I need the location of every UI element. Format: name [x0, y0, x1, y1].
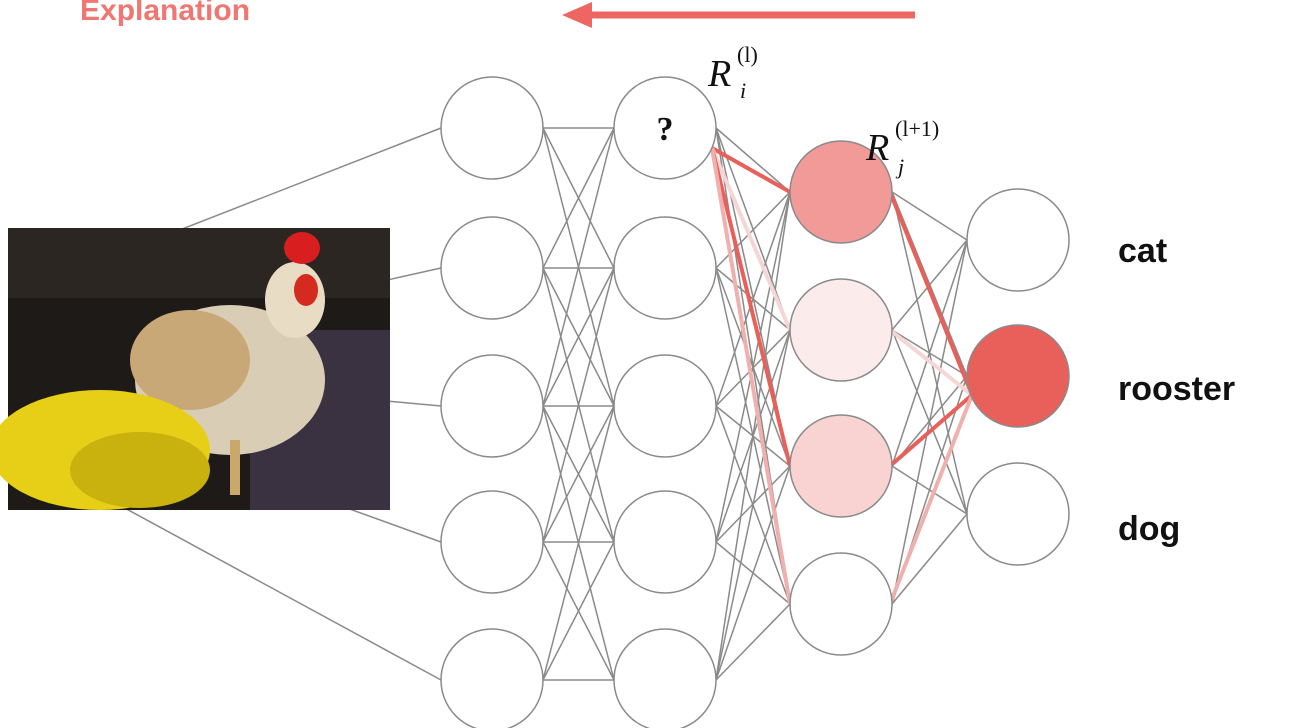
relevance-lower: R (l) i	[707, 42, 758, 103]
image-rooster-leg	[230, 440, 240, 495]
neuron	[441, 217, 543, 319]
superscript: (l+1)	[895, 116, 939, 141]
class-label: cat	[1118, 232, 1167, 270]
class-label: dog	[1118, 510, 1180, 548]
symbol: R	[865, 127, 889, 169]
image-shadow	[8, 228, 390, 298]
neuron	[614, 355, 716, 457]
neuron	[614, 629, 716, 728]
subscript: j	[895, 154, 904, 179]
subscript: i	[740, 78, 746, 103]
image-rooster-comb	[284, 232, 320, 264]
page: Explanation ? R(l)i R(l+1)j cat rooster …	[0, 0, 1290, 728]
relevance-edge	[712, 148, 790, 604]
superscript: (l)	[737, 42, 758, 67]
neuron	[790, 279, 892, 381]
relevance-edge	[712, 148, 790, 192]
neuron	[441, 77, 543, 179]
neuron	[614, 217, 716, 319]
edge	[716, 604, 790, 680]
neuron	[614, 491, 716, 593]
edge	[892, 192, 967, 240]
symbol: R	[707, 53, 731, 95]
class-label: rooster	[1118, 370, 1235, 408]
explanation-title: Explanation	[80, 0, 250, 27]
neuron	[441, 355, 543, 457]
image-rooster-wing	[130, 310, 250, 410]
neuron	[967, 325, 1069, 427]
question-mark: ?	[657, 111, 674, 148]
neuron	[967, 463, 1069, 565]
diagram: Explanation ? R(l)i R(l+1)j cat rooster …	[0, 0, 1290, 728]
image-flowers-shade	[70, 432, 210, 508]
image-edge	[110, 500, 441, 680]
input-image	[0, 228, 390, 510]
neuron	[790, 415, 892, 517]
image-rooster-wattle	[294, 274, 318, 306]
image-rooster-neck	[265, 262, 325, 338]
neuron	[441, 491, 543, 593]
neuron	[790, 553, 892, 655]
edge	[892, 514, 967, 604]
neuron	[967, 189, 1069, 291]
explanation-arrow-head	[562, 2, 592, 28]
neuron	[441, 629, 543, 728]
